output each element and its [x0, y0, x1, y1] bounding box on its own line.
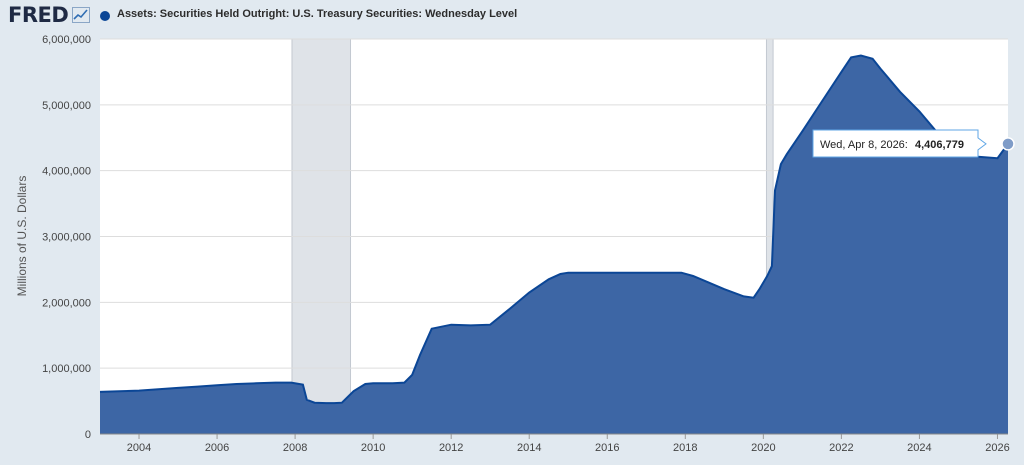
tooltip-date: Wed, Apr 8, 2026:: [820, 139, 908, 151]
chart-header: FRED Assets: Securities Held Outright: U…: [0, 0, 1024, 30]
hover-marker[interactable]: [1001, 137, 1015, 151]
x-tick-label: 2008: [283, 442, 307, 454]
x-tick-label: 2018: [673, 442, 697, 454]
tooltip: Wed, Apr 8, 2026: 4,406,779: [812, 129, 987, 158]
x-tick-label: 2024: [907, 442, 931, 454]
series-line: [99, 54, 1009, 405]
x-tick-label: 2006: [205, 442, 229, 454]
x-tick-label: 2022: [829, 442, 853, 454]
line-chart-icon: [72, 7, 90, 23]
x-axis-ticks: 2004 2006 2008 2010 2012 2014 2016 2018 2020 2022…: [100, 433, 1010, 454]
series-area: [100, 55, 1008, 434]
tooltip-value: 4,406,779: [915, 139, 964, 151]
y-axis-ticks: 0 1,000,000 2,000,000 3,000,000 4,000,000 5,0…: [42, 34, 91, 441]
y-tick-label: 0: [85, 429, 91, 441]
y-tick-label: 4,000,000: [42, 166, 91, 178]
y-tick-label: 2,000,000: [42, 297, 91, 309]
x-tick-label: 2026: [985, 442, 1009, 454]
x-tick-label: 2012: [439, 442, 463, 454]
x-tick-label: 2014: [517, 442, 541, 454]
tooltip-box: [812, 129, 987, 158]
x-tick-label: 2010: [361, 442, 385, 454]
x-tick-label: 2016: [595, 442, 619, 454]
chart-title: Assets: Securities Held Outright: U.S. T…: [117, 8, 518, 20]
legend-marker: [100, 11, 110, 21]
y-tick-label: 6,000,000: [42, 34, 91, 46]
y-tick-label: 1,000,000: [42, 363, 91, 375]
y-tick-label: 3,000,000: [42, 232, 91, 244]
x-tick-label: 2020: [751, 442, 775, 454]
x-tick-label: 2004: [127, 442, 151, 454]
y-tick-label: 5,000,000: [42, 100, 91, 112]
fred-logo[interactable]: FRED: [8, 3, 69, 27]
y-axis-label: Millions of U.S. Dollars: [15, 176, 29, 297]
